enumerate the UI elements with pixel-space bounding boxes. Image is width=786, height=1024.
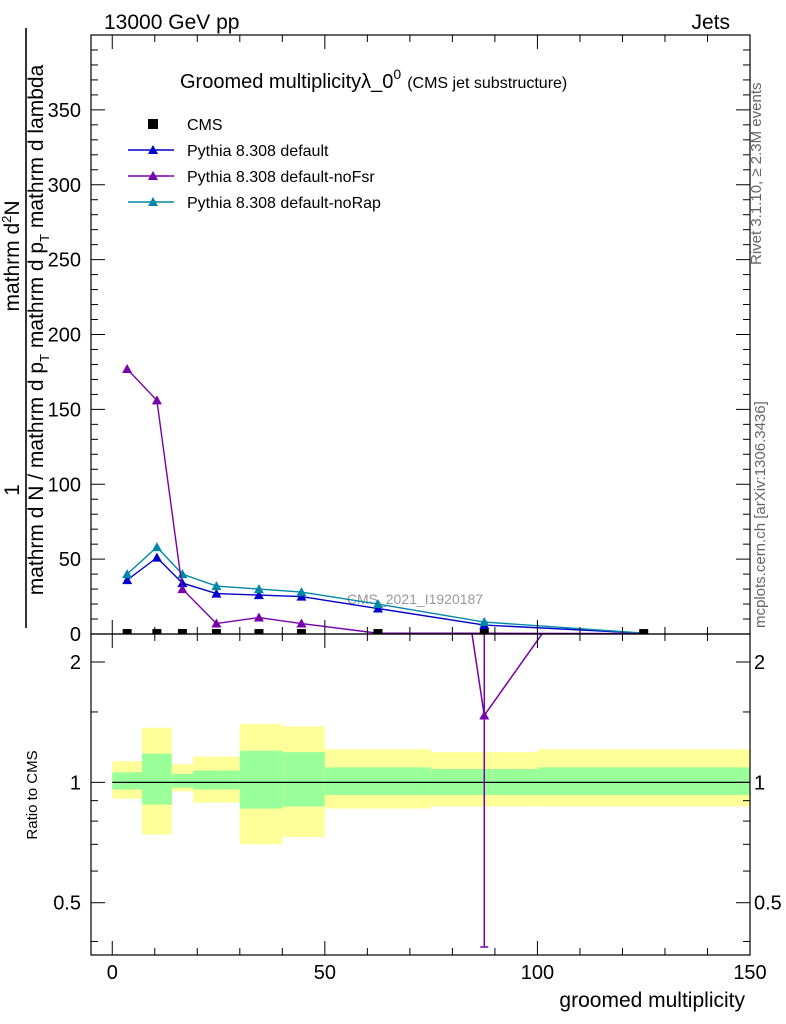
chart-title-text: Groomed multiplicityλ_0 xyxy=(180,71,393,93)
chart-title-superscript: 0 xyxy=(393,66,401,82)
chart-title: Groomed multiplicityλ_00 (CMS jet substru… xyxy=(180,66,567,93)
main-series xyxy=(122,363,649,634)
ratio-ytick-label-right-1: 1 xyxy=(754,772,765,794)
legend-marker-cms xyxy=(148,119,158,129)
main-ytick-label-250: 250 xyxy=(48,250,81,272)
main-ytick-label-100: 100 xyxy=(48,474,81,496)
xtick-label-50: 50 xyxy=(314,962,336,984)
ylabel-numerator-text: mathrm d xyxy=(1,223,24,312)
chart-subtitle: (CMS jet substructure) xyxy=(407,75,567,92)
point-pythia-8-308-default-norap-7 xyxy=(479,617,490,627)
legend-marker-pythia-8-308-default xyxy=(148,145,158,154)
point-pythia-8-308-default-nofsr-1 xyxy=(151,395,162,405)
main-ytick-label-200: 200 xyxy=(48,325,81,347)
point-pythia-8-308-default-norap-2 xyxy=(177,569,188,579)
point-pythia-8-308-default-nofsr-2 xyxy=(177,584,188,594)
ylabel-numerator-sup: 2 xyxy=(0,216,14,223)
ylabel-numerator-suffix: N xyxy=(1,200,24,215)
point-pythia-8-308-default-nofsr-0 xyxy=(122,363,133,373)
point-pythia-8-308-default-norap-3 xyxy=(211,581,222,591)
ylabel-denominator-text: mathrm d N / mathrm d p xyxy=(25,362,48,595)
ratio-point-0 xyxy=(479,710,490,720)
point-cms-2 xyxy=(177,629,187,634)
point-pythia-8-308-default-4 xyxy=(253,590,264,600)
ylabel-one: 1 xyxy=(1,484,24,496)
ratio-band-inner-5 xyxy=(282,752,325,807)
ratio-panel-frame xyxy=(90,633,751,956)
series-pythia-8-308-default-norap xyxy=(122,542,644,634)
ratio-ytick-label-left-1: 1 xyxy=(70,772,81,794)
legend-label-pythia-8-308-default-norap: Pythia 8.308 default-noRap xyxy=(187,195,381,212)
ylabel-denominator-text-3: mathrm d lambda xyxy=(25,64,48,234)
point-cms-1 xyxy=(152,629,162,634)
legend-label-pythia-8-308-default: Pythia 8.308 default xyxy=(187,143,329,160)
point-pythia-8-308-default-norap-0 xyxy=(122,569,133,579)
xtick-label-0: 0 xyxy=(107,962,118,984)
ylabel-denominator-sub: T xyxy=(37,354,52,362)
point-cms-0 xyxy=(122,629,132,634)
main-ytick-label-50: 50 xyxy=(59,549,81,571)
ratio-band-inner-3 xyxy=(193,770,240,790)
ylabel-denominator: mathrm d N / mathrm d pT mathrm d pT mat… xyxy=(25,64,52,595)
point-cms-6 xyxy=(373,629,383,634)
series-pythia-8-308-default-nofsr xyxy=(122,363,644,634)
legend-label-pythia-8-308-default-nofsr: Pythia 8.308 default-noFsr xyxy=(187,169,375,186)
header-process: Jets xyxy=(691,11,730,34)
point-pythia-8-308-default-norap-1 xyxy=(151,542,162,552)
legend-marker-pythia-8-308-default-norap xyxy=(148,197,158,206)
ylabel-numerator: mathrm d2N xyxy=(0,200,24,311)
main-axis-ticks: 0 50 100 150 200 250 300 350 xyxy=(48,35,751,646)
point-cms-5 xyxy=(296,629,306,634)
point-cms-7 xyxy=(479,629,489,634)
point-cms-4 xyxy=(254,629,264,634)
legend-marker-pythia-8-308-default-nofsr xyxy=(148,171,158,180)
ratio-axis-ticks: 0.5 0.5 1 1 2 2 0 50 100 150 xyxy=(53,634,782,984)
ylabel-denominator-text-2: mathrm d p xyxy=(25,242,48,354)
point-pythia-8-308-default-nofsr-3 xyxy=(211,618,222,628)
ratio-ytick-label-right-0.5: 0.5 xyxy=(754,893,782,915)
ratio-band-inner-8 xyxy=(537,767,750,795)
ylabel-denominator-sub-2: T xyxy=(37,234,52,242)
main-ytick-label-0: 0 xyxy=(70,624,81,646)
point-pythia-8-308-default-norap-4 xyxy=(253,584,264,594)
ratio-series xyxy=(471,634,543,948)
ratio-ylabel: Ratio to CMS xyxy=(24,750,41,839)
point-pythia-8-308-default-norap-5 xyxy=(296,587,307,597)
series-pythia-8-308-default xyxy=(122,552,644,634)
point-pythia-8-308-default-nofsr-5 xyxy=(296,618,307,628)
xtick-label-100: 100 xyxy=(521,962,554,984)
point-pythia-8-308-default-nofsr-4 xyxy=(253,612,264,622)
point-cms-8 xyxy=(639,629,649,634)
point-pythia-8-308-default-norap-6 xyxy=(372,599,383,609)
ratio-band-inner-1 xyxy=(142,753,172,805)
ratio-ytick-label-right-2: 2 xyxy=(754,652,765,674)
series-cms xyxy=(122,629,649,634)
main-ytick-label-350: 350 xyxy=(48,100,81,122)
ratio-ytick-label-left-2: 2 xyxy=(70,652,81,674)
ratio-uncertainty-bands xyxy=(112,723,750,845)
legend-label-cms: CMS xyxy=(187,117,223,134)
ratio-band-inner-4 xyxy=(239,750,283,809)
point-pythia-8-308-default-2 xyxy=(177,578,188,588)
point-pythia-8-308-default-0 xyxy=(122,575,133,585)
ratio-band-inner-6 xyxy=(324,767,432,795)
ratio-ytick-label-left-0.5: 0.5 xyxy=(53,893,81,915)
main-ylabel: 1 mathrm d2N mathrm d N / mathrm d pT ma… xyxy=(0,28,52,628)
xlabel: groomed multiplicity xyxy=(559,989,745,1012)
ratio-band-inner-0 xyxy=(112,772,143,790)
ratio-band-inner-2 xyxy=(171,773,194,788)
xtick-label-150: 150 xyxy=(733,962,766,984)
header-energy: 13000 GeV pp xyxy=(104,11,239,34)
analysis-watermark: CMS_2021_I1920187 xyxy=(347,591,483,607)
point-pythia-8-308-default-3 xyxy=(211,588,222,598)
point-pythia-8-308-default-1 xyxy=(151,552,162,562)
main-ytick-label-150: 150 xyxy=(48,399,81,421)
mcplots-label: mcplots.cern.ch [arXiv:1306.3436] xyxy=(752,401,769,628)
rivet-version-label: Rivet 3.1.10, ≥ 2.3M events xyxy=(748,83,765,266)
main-ytick-label-300: 300 xyxy=(48,175,81,197)
legend: CMS Pythia 8.308 default Pythia 8.308 defa… xyxy=(128,117,381,212)
point-cms-3 xyxy=(211,629,221,634)
